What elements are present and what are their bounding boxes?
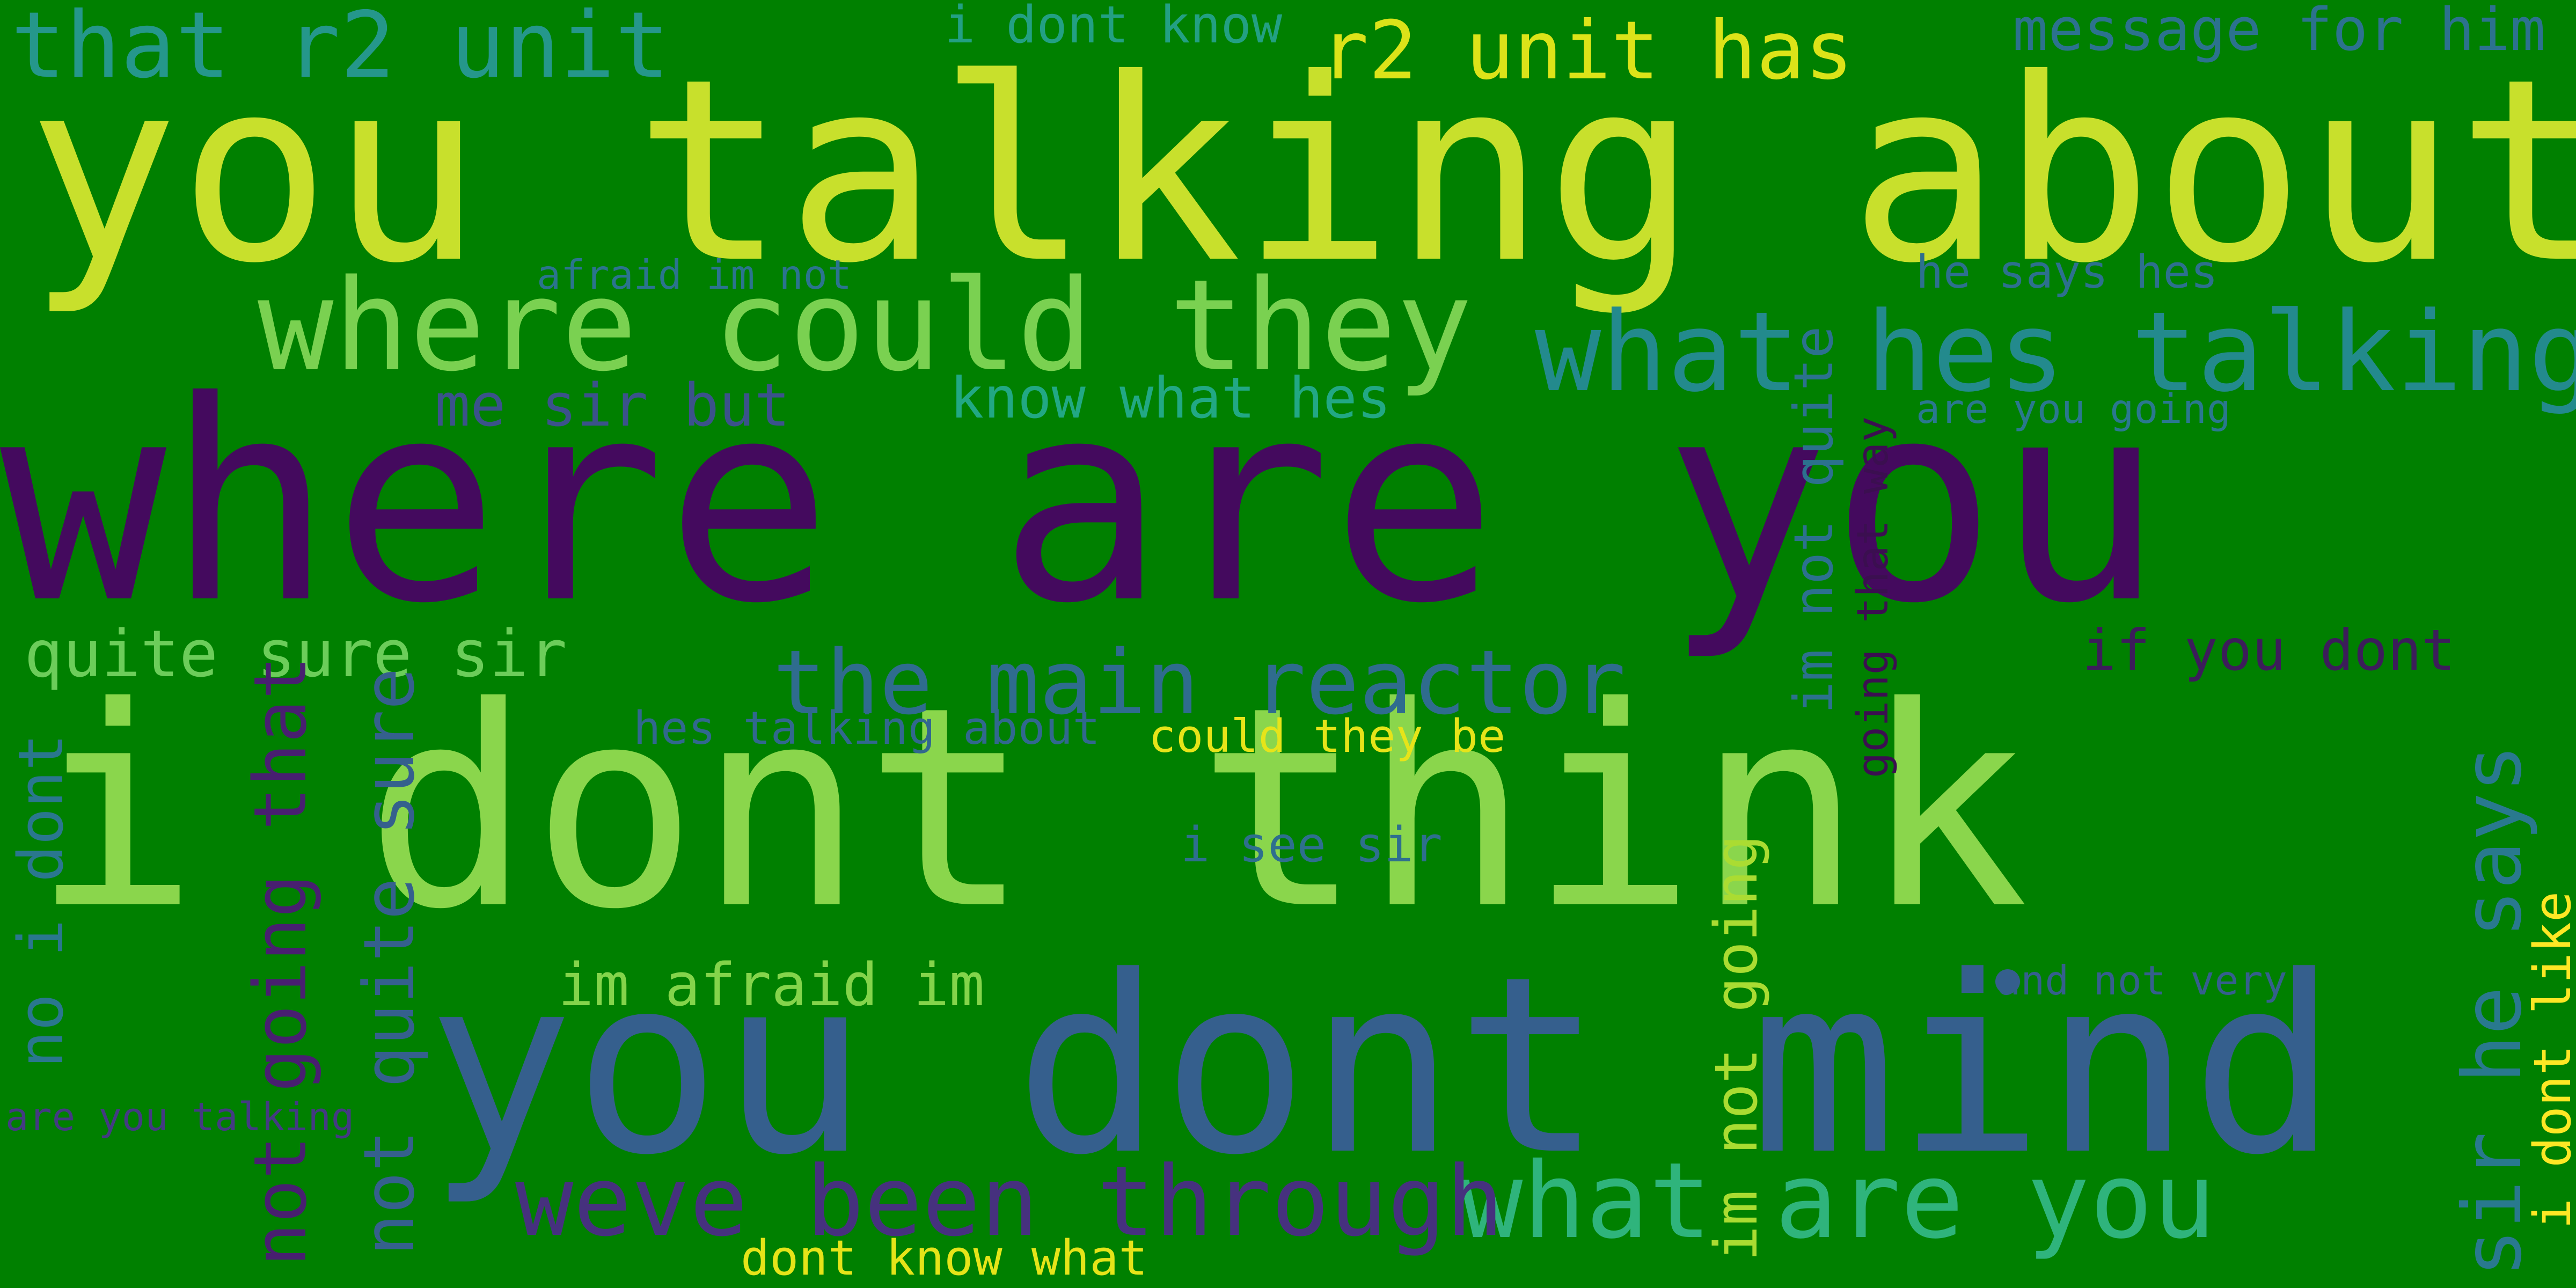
phrase-im-afraid-im: im afraid im [558, 950, 985, 1019]
phrase-are-you-talking: are you talking [5, 1094, 355, 1139]
phrase-i-dont-think: i dont think [32, 648, 2029, 970]
dot-mark [1995, 969, 2020, 994]
phrase-r2-unit-has: r2 unit has [1320, 4, 1854, 98]
phrase-sir-he-says: sir he says [2446, 744, 2540, 1277]
phrase-he-says-hes: he says hes [1916, 246, 2218, 299]
phrase-message-for-him: message for him [2012, 0, 2546, 64]
phrase-me-sir-but: me sir but [435, 371, 791, 440]
phrase-i-dont-like: i dont like [2523, 891, 2576, 1229]
phrase-where-could-they: where could they [258, 253, 1473, 399]
phrase-know-what-hes: know what hes [950, 365, 1391, 431]
phrase-could-they-be: could they be [1148, 710, 1506, 763]
phrase-i-see-sir: i see sir [1181, 817, 1443, 873]
phrase-where-are-you: where are you [0, 342, 2163, 664]
phrase-weve-been-through: weve been through [515, 1146, 1504, 1258]
phrase-hes-talking-about: hes talking about [633, 702, 1100, 755]
phrase-you-talking-about: you talking about [27, 25, 2576, 318]
phrase-im-not-quite: im not quite [1782, 326, 1845, 714]
phrase-quite-sure-sir: quite sure sir [24, 617, 567, 692]
phrase-what-are-you: what are you [1460, 1140, 2216, 1262]
phrase-not-going-that: not going that [238, 656, 323, 1267]
phrase-afraid-im-not: afraid im not [537, 251, 852, 298]
phrase-and-not-very: and not very [1996, 957, 2287, 1004]
phrase-dont-know-what: dont know what [741, 1230, 1148, 1286]
phrase-if-you-dont: if you dont [2082, 618, 2456, 683]
phrase-the-main-reactor: the main reactor [773, 631, 1626, 734]
phrase-are-you-going: are you going [1916, 385, 2231, 433]
phrase-not-quite-sure: not quite sure [348, 668, 430, 1256]
phrase-going-that-way: going that way [1848, 416, 1898, 778]
phrase-im-not-going: im not going [1702, 835, 1770, 1261]
phrase-no-i-dont: no i dont [5, 733, 77, 1068]
phrase-what-hes-talking: what hes talking [1535, 289, 2576, 416]
phrase-i-dont-know: i dont know [945, 0, 1283, 55]
phrase-that-r2-unit: that r2 unit [11, 0, 670, 99]
